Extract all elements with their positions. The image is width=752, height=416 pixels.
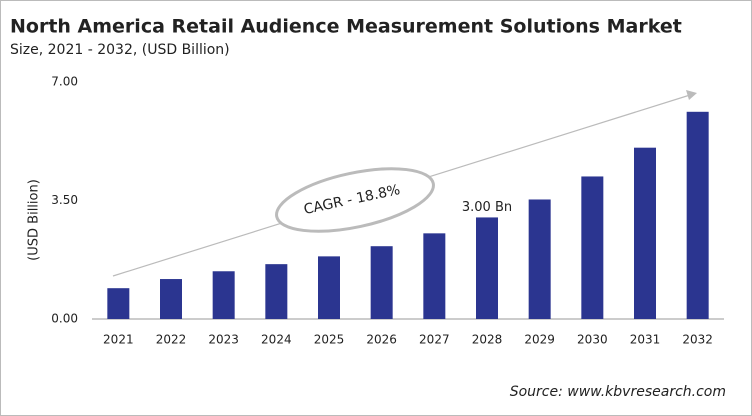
bar xyxy=(212,271,235,319)
x-tick-label: 2029 xyxy=(524,333,555,347)
y-tick-label: 3.50 xyxy=(51,193,78,207)
data-label: 3.00 Bn xyxy=(462,200,512,215)
bar xyxy=(318,256,340,319)
bar xyxy=(686,111,709,320)
bar xyxy=(107,288,130,319)
bar xyxy=(265,264,288,319)
bar xyxy=(528,199,551,319)
chart-subtitle: Size, 2021 - 2032, (USD Billion) xyxy=(10,42,230,58)
chart-title: North America Retail Audience Measuremen… xyxy=(10,16,682,38)
x-tick-label: 2028 xyxy=(472,333,503,347)
x-tick-label: 2032 xyxy=(682,333,713,347)
x-tick-label: 2023 xyxy=(208,333,239,347)
bar xyxy=(634,147,656,319)
y-tick-label: 7.00 xyxy=(51,75,78,89)
bar xyxy=(423,233,446,319)
arrow-head xyxy=(686,90,697,100)
x-tick-label: 2026 xyxy=(366,333,397,347)
x-tick-label: 2022 xyxy=(156,333,187,347)
source: Source: www.kbvresearch.com xyxy=(510,384,726,400)
x-tick-label: 2021 xyxy=(103,333,134,347)
x-tick-label: 2027 xyxy=(419,333,450,347)
bar xyxy=(160,279,182,319)
x-tick-label: 2031 xyxy=(630,333,661,347)
x-tick-label: 2024 xyxy=(261,333,292,347)
bar xyxy=(581,176,604,319)
x-tick-label: 2030 xyxy=(577,333,608,347)
bar xyxy=(476,217,498,319)
y-tick-label: 0.00 xyxy=(51,312,78,326)
cagr-ellipse xyxy=(275,167,435,233)
x-tick-label: 2025 xyxy=(314,333,345,347)
y-axis-label: (USD Billion) xyxy=(27,179,42,261)
bar xyxy=(370,246,393,319)
